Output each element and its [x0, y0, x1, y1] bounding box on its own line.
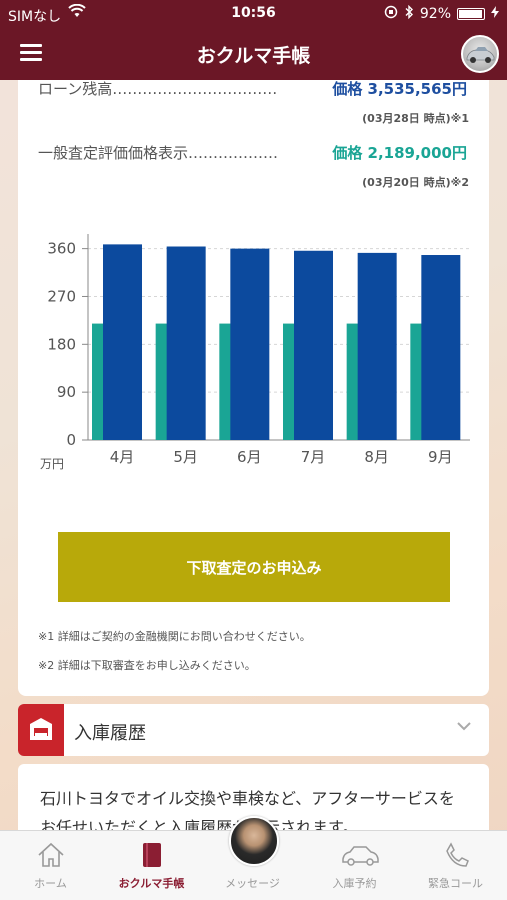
footnote-1: ※1 詳細はご契約の金融機関にお問い合わせください。 — [38, 630, 311, 643]
tab-reservation[interactable]: 入庫予約 — [304, 831, 405, 900]
car-avatar[interactable] — [461, 35, 499, 73]
service-history-header[interactable]: 入庫履歴 — [18, 704, 489, 756]
y-tick-label: 180 — [47, 335, 76, 353]
x-tick-label: 7月 — [301, 448, 326, 466]
battery-percent: 92% — [419, 6, 451, 22]
bar-loan — [357, 252, 397, 440]
rotation-lock-icon — [384, 5, 398, 23]
page-title: おクルマ手帳 — [196, 45, 311, 67]
y-tick-label: 360 — [47, 240, 76, 258]
bar-loan — [103, 244, 142, 440]
bar-appraisal — [283, 323, 297, 440]
tab-car-notebook[interactable]: おクルマ手帳 — [101, 831, 202, 900]
x-tick-label: 5月 — [173, 448, 198, 466]
bar-appraisal — [155, 323, 170, 440]
bluetooth-icon — [404, 4, 414, 23]
phone-icon — [441, 841, 471, 869]
tab-label: おクルマ手帳 — [118, 877, 185, 890]
y-tick-label: 270 — [47, 287, 76, 305]
appraisal-date: (03月20日 時点)※2 — [362, 176, 469, 189]
appraisal-label: 一般査定評価価格表示……………… — [38, 144, 279, 162]
bar-loan — [421, 255, 461, 440]
loan-balance-value: 価格 3,535,565円 — [332, 80, 467, 98]
loan-balance-label: ローン残高…………………………… — [38, 80, 278, 98]
car-icon — [340, 841, 379, 869]
tab-label: 緊急コール — [428, 877, 483, 890]
tab-emergency-call[interactable]: 緊急コール — [405, 831, 506, 900]
value-chart: 0 90 180 270 360 万円 4月 5月 6月 7月 8月 9月 — [40, 234, 470, 470]
notebook-icon — [137, 841, 167, 869]
bar-loan — [230, 248, 270, 440]
advisor-avatar[interactable] — [229, 816, 279, 866]
y-unit-label: 万円 — [40, 457, 64, 470]
garage-icon — [18, 704, 64, 756]
x-tick-label: 8月 — [364, 448, 389, 466]
battery-icon — [457, 8, 485, 20]
home-icon — [36, 841, 66, 869]
x-tick-label: 6月 — [237, 448, 262, 466]
loan-balance-date: (03月28日 時点)※1 — [362, 112, 469, 125]
tab-message[interactable]: メッセージ — [202, 831, 303, 900]
tab-label: メッセージ — [225, 877, 280, 890]
clock: 10:56 — [231, 5, 276, 21]
menu-icon[interactable] — [20, 44, 42, 62]
bar-appraisal — [410, 323, 425, 440]
chevron-down-icon — [457, 718, 471, 732]
wifi-icon — [68, 3, 86, 22]
tab-label: 入庫予約 — [332, 877, 377, 890]
y-tick-label: 90 — [57, 383, 76, 401]
trade-in-apply-button[interactable]: 下取査定のお申込み — [58, 532, 450, 602]
nav-bar: おクルマ手帳 — [0, 28, 507, 80]
bar-appraisal — [92, 323, 106, 440]
x-tick-label: 4月 — [110, 448, 135, 466]
y-tick-label: 0 — [66, 431, 76, 449]
bar-loan — [166, 246, 206, 440]
tab-label: ホーム — [34, 877, 67, 890]
car-notebook-card: ローン残高…………………………… 価格 3,535,565円 (03月28日 時… — [18, 80, 489, 696]
bar-appraisal — [219, 323, 234, 440]
bar-loan — [294, 250, 333, 440]
bar-appraisal — [346, 323, 361, 440]
tab-home[interactable]: ホーム — [0, 831, 101, 900]
x-tick-label: 9月 — [428, 448, 453, 466]
charging-icon — [491, 6, 499, 22]
footnote-2: ※2 詳細は下取審査をお申し込みください。 — [38, 659, 256, 672]
service-history-title: 入庫履歴 — [74, 723, 146, 744]
appraisal-value: 価格 2,189,000円 — [332, 144, 467, 162]
status-bar: SIMなし 10:56 92% — [0, 0, 507, 28]
carrier-label: SIMなし — [8, 9, 62, 25]
